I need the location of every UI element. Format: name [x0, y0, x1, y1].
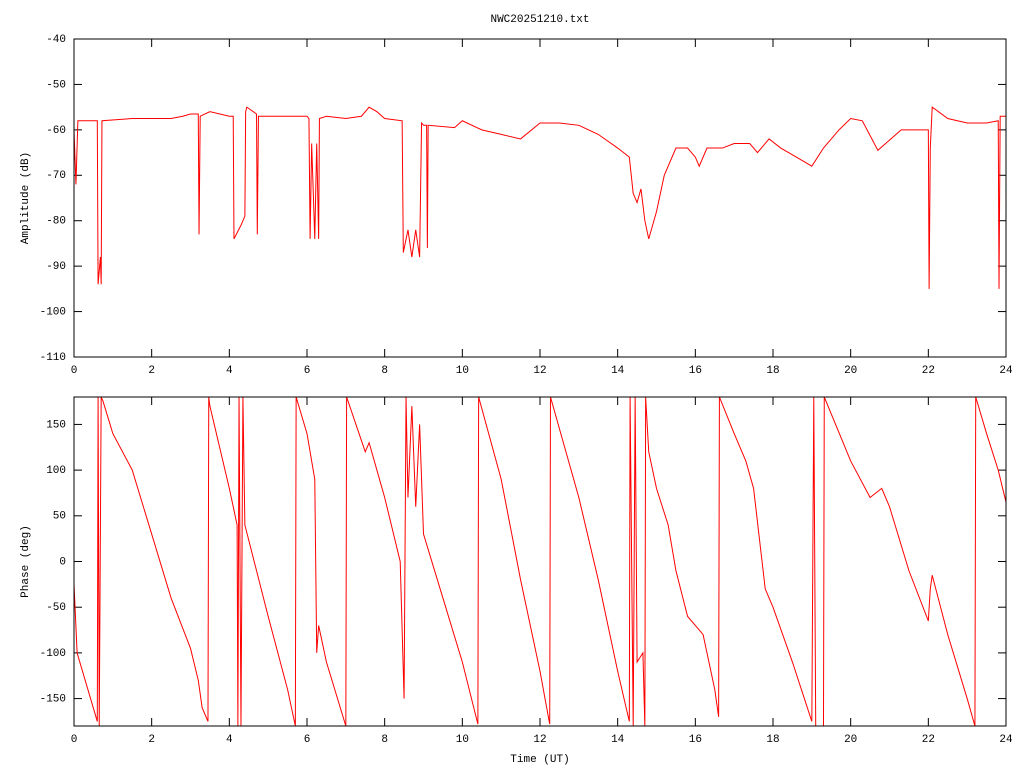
x-tick-label: 0 [71, 734, 78, 746]
y-tick-label: -100 [40, 306, 66, 318]
x-tick-label: 8 [381, 365, 388, 377]
chart-title: NWC20251210.txt [490, 14, 589, 26]
x-tick-label: 8 [381, 734, 388, 746]
x-tick-label: 6 [304, 365, 311, 377]
x-tick-label: 16 [689, 734, 702, 746]
x-tick-label: 10 [456, 734, 469, 746]
x-tick-label: 24 [999, 365, 1013, 377]
y-tick-label: 50 [53, 511, 66, 523]
x-tick-label: 4 [226, 365, 233, 377]
x-tick-label: 2 [148, 734, 155, 746]
x-tick-label: 24 [999, 734, 1013, 746]
data-line [74, 397, 1006, 726]
y-tick-label: -80 [46, 216, 66, 228]
x-tick-label: 6 [304, 734, 311, 746]
x-tick-label: 18 [766, 734, 779, 746]
y-axis-label: Amplitude (dB) [20, 152, 32, 244]
y-tick-label: -40 [46, 34, 66, 46]
x-axis-label: Time (UT) [510, 754, 569, 766]
x-tick-label: 4 [226, 734, 233, 746]
y-tick-label: -100 [40, 648, 66, 660]
data-line [74, 106, 1006, 289]
x-tick-label: 20 [844, 734, 857, 746]
x-tick-label: 2 [148, 365, 155, 377]
y-tick-label: -70 [46, 170, 66, 182]
x-tick-label: 16 [689, 365, 702, 377]
y-axis-label: Phase (deg) [20, 525, 32, 598]
x-tick-label: 10 [456, 365, 469, 377]
x-tick-label: 12 [533, 734, 546, 746]
x-tick-label: 12 [533, 365, 546, 377]
x-tick-label: 22 [922, 734, 935, 746]
y-tick-label: -110 [40, 352, 66, 364]
x-tick-label: 14 [611, 365, 625, 377]
y-tick-label: 150 [46, 419, 66, 431]
y-tick-label: -50 [46, 602, 66, 614]
plot-border [73, 38, 1007, 358]
plot-border [73, 396, 1007, 727]
x-tick-label: 18 [766, 365, 779, 377]
x-tick-label: 20 [844, 365, 857, 377]
x-tick-label: 14 [611, 734, 625, 746]
y-tick-label: -60 [46, 125, 66, 137]
y-tick-label: -50 [46, 79, 66, 91]
y-tick-label: 100 [46, 465, 66, 477]
x-tick-label: 0 [71, 365, 78, 377]
y-tick-label: 0 [59, 556, 66, 568]
y-tick-label: -150 [40, 693, 66, 705]
y-tick-label: -90 [46, 261, 66, 273]
x-tick-label: 22 [922, 365, 935, 377]
